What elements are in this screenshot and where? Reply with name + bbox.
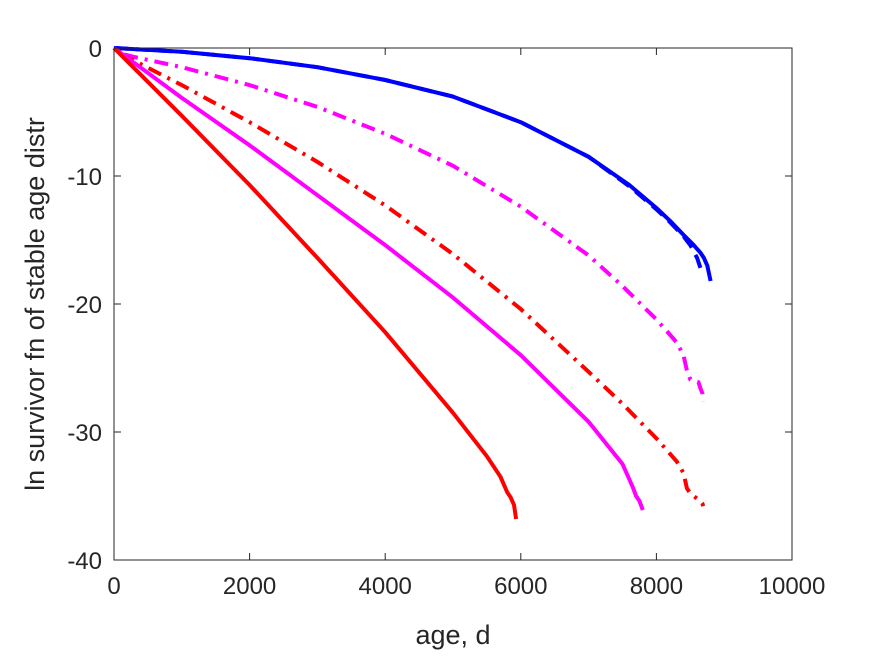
y-tick-label: 0 <box>89 36 102 63</box>
x-tick-label: 2000 <box>223 573 276 600</box>
plot-area <box>112 46 792 560</box>
y-tick-label: -30 <box>67 420 102 447</box>
y-axis-label: ln survivor fn of stable age distr <box>20 117 50 491</box>
x-tick-label: 6000 <box>494 573 547 600</box>
series-line-6 <box>112 46 519 520</box>
series-line-5 <box>112 46 645 511</box>
x-tick-label: 4000 <box>359 573 412 600</box>
x-tick-label: 0 <box>107 573 120 600</box>
y-tick-label: -10 <box>67 164 102 191</box>
plot-background <box>114 48 792 560</box>
y-tick-label: -40 <box>67 548 102 575</box>
series-line-2 <box>113 46 713 282</box>
y-tick-label: -20 <box>67 292 102 319</box>
x-tick-label: 10000 <box>759 573 826 600</box>
axes: 0 2000 4000 6000 8000 10000 0 -10 -20 -30 -40 <box>67 36 825 600</box>
series-line-4 <box>119 52 706 507</box>
x-tick-label: 8000 <box>630 573 683 600</box>
x-axis-label: age, d <box>415 620 490 650</box>
series-line-3 <box>123 52 706 402</box>
